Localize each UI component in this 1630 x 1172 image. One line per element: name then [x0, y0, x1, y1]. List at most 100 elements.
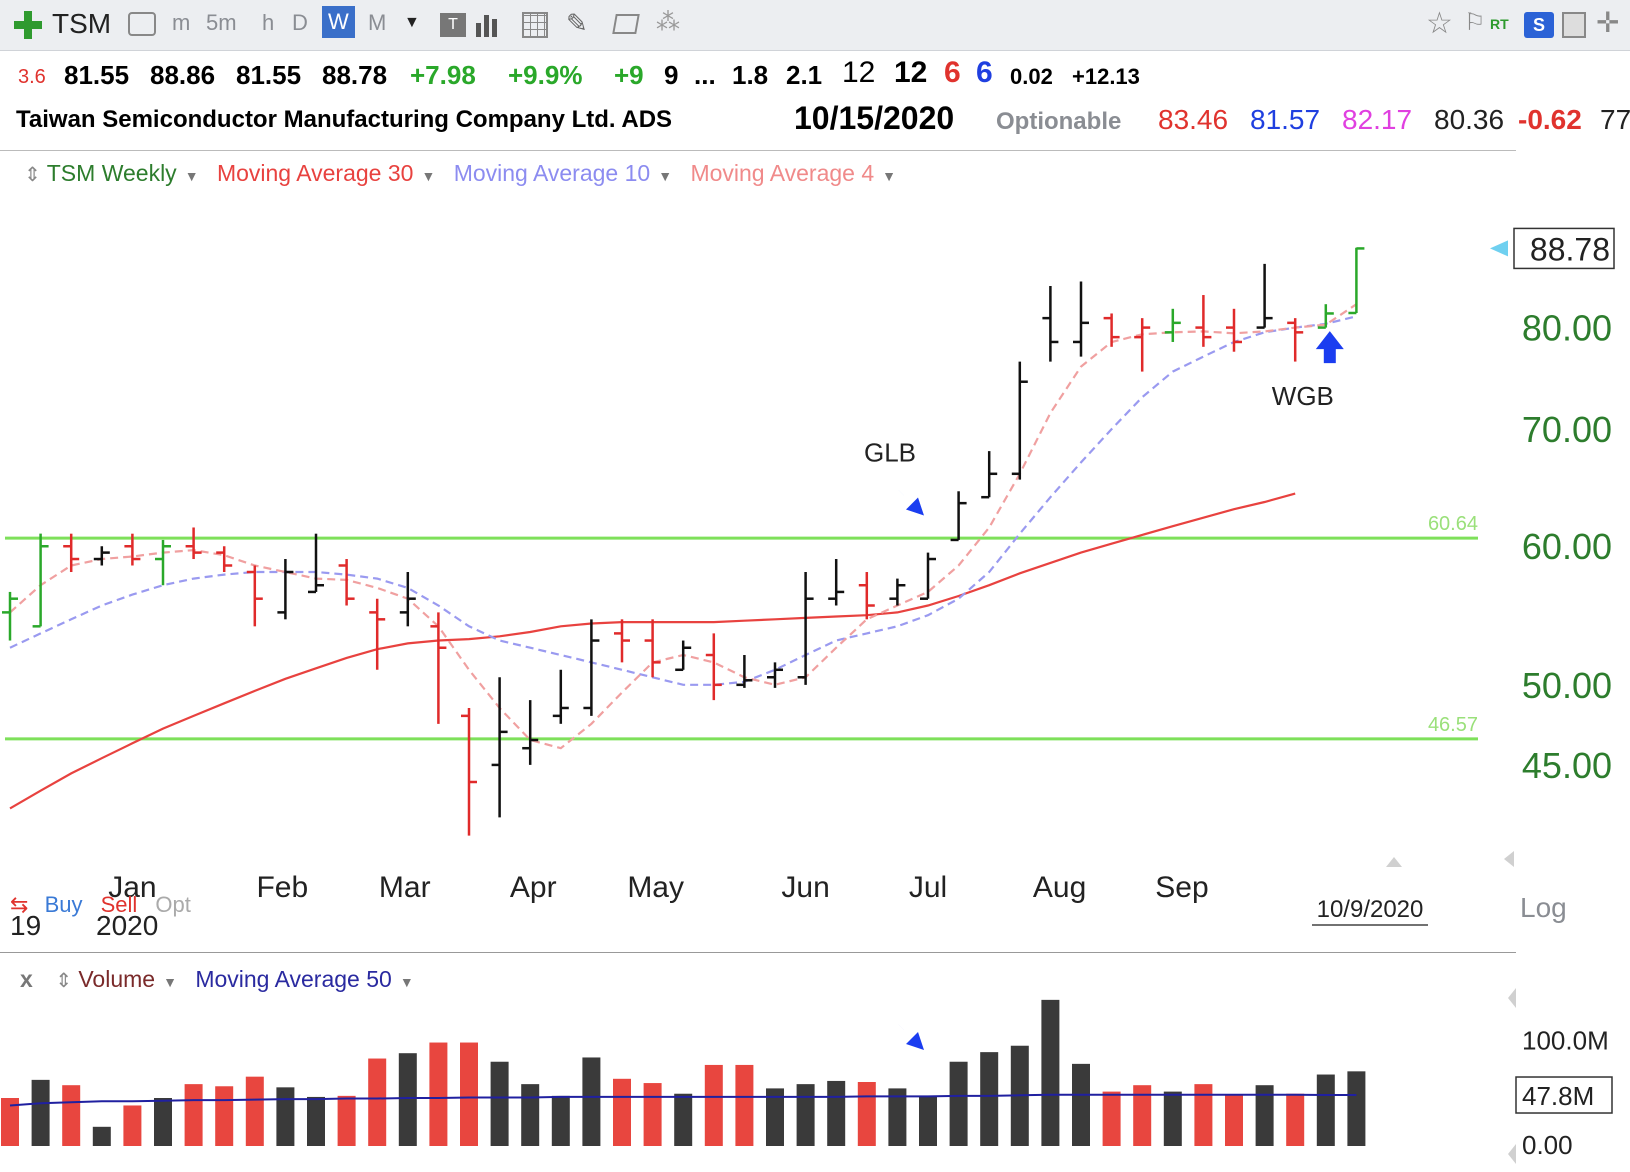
arrow-down-right-icon — [898, 1024, 924, 1050]
timeframe-m-monthly[interactable]: M — [368, 10, 387, 35]
bar-chart-icon[interactable] — [474, 13, 500, 37]
opt-button[interactable]: Opt — [155, 892, 191, 917]
quote-v1: +9 — [614, 60, 644, 90]
chevron-down-icon[interactable]: ▼ — [184, 168, 199, 184]
volume-bar — [92, 1126, 111, 1146]
rt-icon[interactable]: RT — [1490, 16, 1509, 32]
legend-ma50[interactable]: Moving Average 50 — [195, 966, 392, 992]
scroll-left-icon — [1508, 988, 1516, 1008]
x-tick-label: Feb — [256, 871, 308, 904]
x-tick-label: Apr — [510, 871, 557, 904]
volume-bar — [123, 1105, 142, 1146]
support-line-label: 46.57 — [1428, 714, 1478, 736]
ohlc-bar — [369, 598, 386, 670]
volume-bar — [1102, 1091, 1121, 1146]
share-icon[interactable]: ⁂ — [656, 9, 680, 36]
timeframe-w[interactable]: W — [322, 6, 355, 38]
save-icon[interactable] — [1562, 12, 1586, 38]
volume-bar — [337, 1095, 356, 1146]
x-tick-label: Aug — [1033, 871, 1086, 904]
trade-arrows-icon[interactable]: ⇆ — [10, 892, 29, 917]
chevron-down-icon[interactable]: ▼ — [404, 14, 420, 31]
grid-icon[interactable] — [522, 12, 548, 38]
volume-bar — [276, 1087, 295, 1146]
ohlc-bar — [399, 572, 416, 627]
timeframe-h[interactable]: h — [262, 10, 275, 35]
chevron-down-icon[interactable]: ▼ — [658, 168, 673, 184]
flag-icon[interactable]: ⚐ — [1464, 9, 1486, 36]
crosshair-icon[interactable]: ✛ — [1596, 7, 1620, 38]
close-icon[interactable]: x — [20, 966, 33, 992]
price-p2: 81.57 — [1250, 104, 1321, 135]
timeframe-5m[interactable]: 5m — [206, 10, 237, 35]
symbol-input[interactable]: TSM — [52, 8, 112, 39]
volume-ma-label: 47.8M — [1522, 1081, 1594, 1111]
price-legend: ⇕ TSM Weekly ▼ Moving Average 30 ▼ Moving … — [24, 160, 896, 187]
scroll-up-icon — [1386, 857, 1402, 867]
timeframe-d[interactable]: D — [292, 10, 308, 35]
text-tool-icon[interactable]: T — [440, 13, 466, 37]
layout-icon[interactable] — [612, 14, 640, 34]
date-marker-label: 10/9/2020 — [1317, 896, 1424, 923]
legend-volume[interactable]: Volume — [78, 966, 156, 992]
price-p1: 83.46 — [1158, 104, 1229, 135]
volume-bar — [245, 1076, 264, 1146]
volume-bar — [551, 1095, 570, 1146]
ohlc-bar — [1226, 308, 1242, 352]
ohlc-bar — [1256, 263, 1273, 329]
volume-bar — [1163, 1091, 1182, 1146]
chevron-down-icon[interactable]: ▼ — [399, 974, 414, 990]
chevron-down-icon[interactable]: ▼ — [882, 168, 896, 184]
volume-layer: 100.0M 0.00 47.8M — [1, 988, 1613, 1164]
ohlc-bar — [1195, 295, 1212, 347]
ma10-line — [9, 315, 1357, 686]
ohlc-bar — [461, 707, 477, 836]
add-icon[interactable] — [14, 11, 42, 39]
volume-bar — [980, 1052, 999, 1146]
volume-chart[interactable]: 100.0M 0.00 47.8M — [0, 954, 1630, 1172]
legend-ma4[interactable]: Moving Average 4 — [690, 160, 875, 186]
volume-bar — [154, 1098, 172, 1146]
drag-icon[interactable]: ⇕ — [55, 970, 72, 992]
ohlc-bar — [1164, 308, 1181, 342]
quote-bar: 3.6 81.55 88.86 81.55 88.78 +7.98 +9.9% … — [0, 52, 1630, 94]
scale-toggle[interactable]: Log — [1520, 892, 1567, 923]
ohlc-bar — [644, 619, 661, 678]
s-icon[interactable]: S — [1524, 12, 1554, 38]
link-icon[interactable] — [128, 12, 156, 36]
price-chart[interactable]: 60.64 46.57 80.00 70.00 60.00 50.00 45.00 88.78… — [0, 145, 1630, 945]
volume-bar — [949, 1061, 968, 1146]
ohlc-bar — [981, 451, 998, 499]
chevron-down-icon[interactable]: ▼ — [163, 974, 177, 990]
x-tick-label: Mar — [379, 871, 431, 904]
y-tick-label: 50.00 — [1522, 665, 1612, 706]
ohlc-bar — [583, 619, 600, 716]
buy-button[interactable]: Buy — [44, 892, 83, 917]
legend-series[interactable]: TSM Weekly — [46, 160, 177, 186]
ohlc-bar — [1348, 247, 1365, 315]
volume-bar — [613, 1078, 631, 1146]
volume-bar — [1225, 1094, 1243, 1146]
sell-button[interactable]: Sell — [100, 892, 138, 917]
volume-bar — [766, 1088, 784, 1146]
volume-bar — [643, 1083, 662, 1146]
ohlc-bar — [430, 612, 447, 724]
timeframe-m[interactable]: m — [172, 10, 191, 35]
legend-ma30[interactable]: Moving Average 30 — [216, 160, 414, 186]
ohlc-bar — [338, 559, 355, 606]
chevron-down-icon[interactable]: ▼ — [421, 168, 436, 184]
quote-first: 3.6 — [18, 66, 46, 88]
optionable-label: Optionable — [996, 108, 1122, 135]
star-icon[interactable]: ☆ — [1426, 7, 1453, 40]
arrow-down-right-icon — [898, 489, 924, 516]
volume-bar — [888, 1088, 907, 1146]
drag-icon[interactable]: ⇕ — [24, 164, 41, 186]
y-tick-label: 70.00 — [1522, 409, 1612, 450]
quote-v2: 9 — [664, 60, 679, 90]
volume-bar — [919, 1096, 937, 1146]
x-tick-label: Jan — [108, 871, 156, 904]
separator — [0, 952, 1516, 953]
pencil-icon[interactable]: ✎ — [566, 8, 588, 38]
trade-buttons: ⇆ Buy Sell Opt — [10, 892, 191, 918]
legend-ma10[interactable]: Moving Average 10 — [453, 160, 651, 186]
